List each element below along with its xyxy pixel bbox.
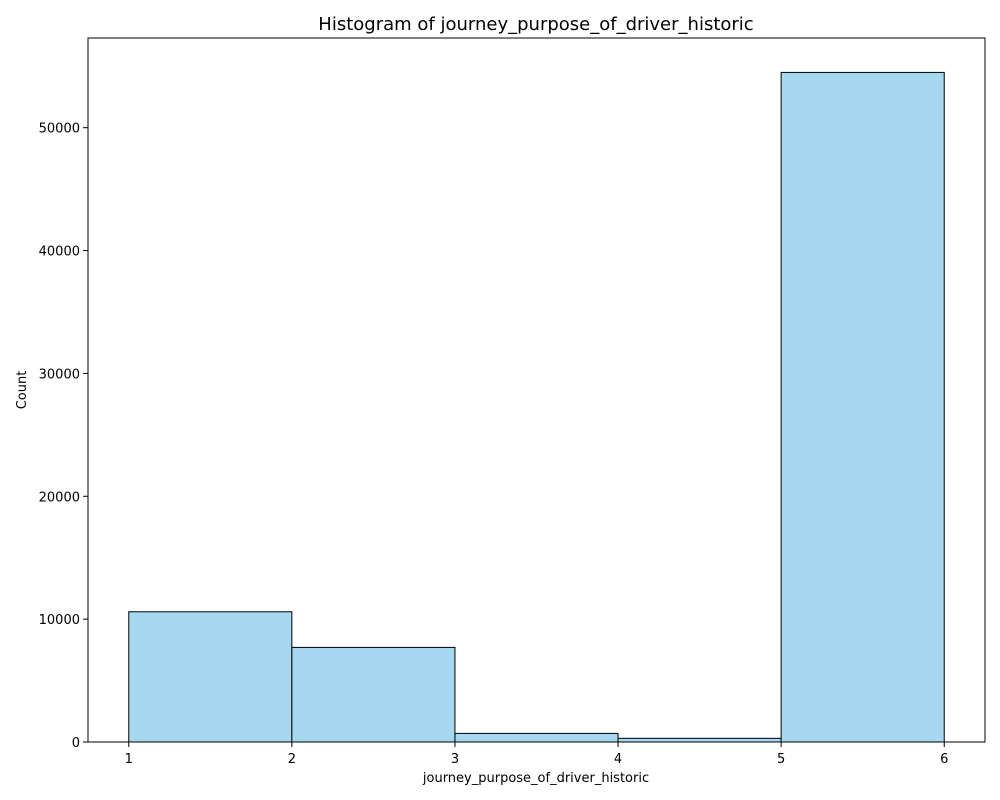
histogram-bar-5 <box>780 71 945 743</box>
x-tick-label: 4 <box>614 752 622 767</box>
y-tick-label: 40000 <box>39 245 80 260</box>
x-axis-ticks: 1 2 3 4 5 6 <box>125 742 948 767</box>
y-axis-label: Count <box>15 371 30 410</box>
histogram-bar-3 <box>454 732 619 743</box>
x-tick-label: 5 <box>777 752 785 767</box>
x-tick-label: 3 <box>451 752 459 767</box>
y-tick-label: 20000 <box>39 490 80 505</box>
y-tick-label: 30000 <box>39 367 80 382</box>
bars-group <box>128 71 945 743</box>
x-tick-label: 1 <box>125 752 133 767</box>
x-tick-label: 6 <box>940 752 948 767</box>
x-axis-label: journey_purpose_of_driver_historic <box>422 771 649 786</box>
y-axis-ticks: 0 10000 20000 30000 40000 50000 <box>39 122 88 751</box>
histogram-bar-4 <box>617 737 782 743</box>
histogram-bar-2 <box>291 646 456 743</box>
histogram-bar-1 <box>128 611 293 743</box>
plot-area-frame <box>87 37 986 743</box>
y-tick-label: 0 <box>72 736 80 751</box>
x-tick-label: 2 <box>288 752 296 767</box>
chart-title: Histogram of journey_purpose_of_driver_h… <box>318 14 753 35</box>
y-tick-label: 10000 <box>39 613 80 628</box>
y-tick-label: 50000 <box>39 122 80 137</box>
